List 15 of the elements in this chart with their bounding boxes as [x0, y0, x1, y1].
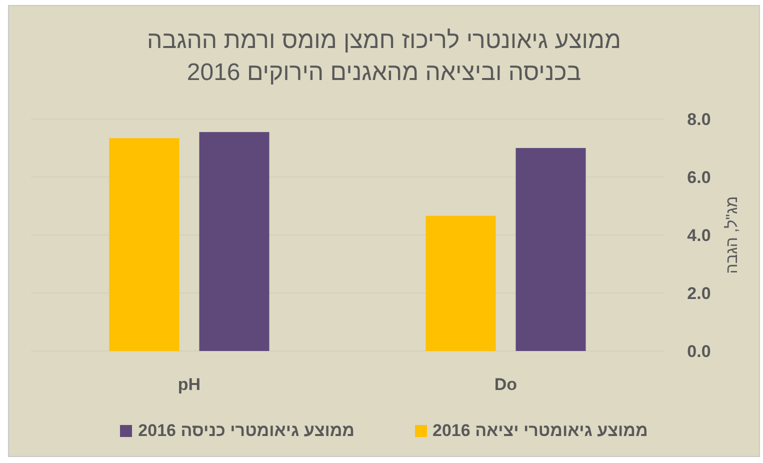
y-tick-label: 4.0 — [687, 226, 711, 245]
y-tick-label: 0.0 — [687, 342, 711, 361]
bar — [199, 132, 270, 351]
y-tick-label: 2.0 — [687, 284, 711, 303]
bar — [426, 216, 496, 351]
legend-label: ממוצע גיאומטרי יציאה 2016 — [432, 421, 648, 441]
x-tick-label: pH — [178, 375, 201, 394]
legend-label: ממוצע גיאומטרי כניסה 2016 — [138, 421, 355, 441]
bar — [516, 148, 586, 351]
y-axis-title: מג"ל, הגבה — [723, 196, 741, 274]
y-tick-label: 8.0 — [687, 110, 711, 129]
bar — [109, 138, 180, 351]
chart-title: ממוצע גיאונטרי לריכוז חמצן מומס ורמת ההגבה בכניסה וביציאה מהאגנים הירוקים 2016 — [147, 27, 621, 86]
y-tick-label: 6.0 — [687, 168, 711, 187]
x-tick-label: Do — [494, 375, 518, 394]
